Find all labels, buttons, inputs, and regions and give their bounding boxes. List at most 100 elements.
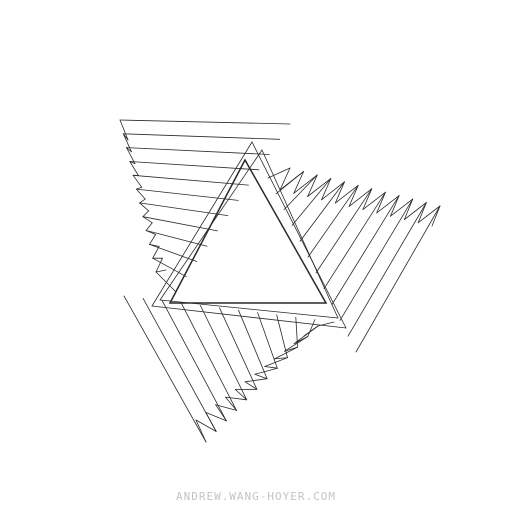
upper-left-fan-edge xyxy=(152,245,160,259)
upper-left-fan-edge xyxy=(122,133,129,141)
upper-left-fan-edge xyxy=(149,243,160,247)
right-fan-spoke xyxy=(283,174,318,211)
lower-left-fan-edge xyxy=(225,396,237,411)
right-fan-edge xyxy=(293,174,318,194)
lower-left-fan-edge xyxy=(244,378,268,383)
right-fan-edge xyxy=(431,205,441,227)
right-fan-edge xyxy=(334,181,345,204)
lower-left-fan-edge xyxy=(264,366,278,369)
right-fan-spoke xyxy=(307,184,359,258)
triangle-fans xyxy=(119,119,441,443)
right-fan-edge xyxy=(293,171,305,194)
right-fan-edge xyxy=(390,198,414,217)
right-fan-edge xyxy=(403,202,427,220)
lower-left-fan-edge xyxy=(264,357,288,367)
right-fan-edge xyxy=(321,177,332,201)
right-fan-spoke xyxy=(291,177,332,226)
upper-left-fan-spoke xyxy=(129,161,260,171)
right-fan-spoke xyxy=(355,205,441,353)
right-fan-edge xyxy=(307,177,332,197)
inner-triangle-edge xyxy=(261,149,339,319)
lower-left-fan-spoke xyxy=(257,312,278,369)
upper-left-fan-edge xyxy=(119,119,129,141)
right-fan-edge xyxy=(279,171,305,191)
upper-left-fan-spoke xyxy=(152,257,187,278)
right-fan-spoke xyxy=(331,195,400,305)
lower-left-fan-spoke xyxy=(219,307,258,390)
upper-left-fan-spoke xyxy=(145,230,208,247)
lower-left-fan-edge xyxy=(274,357,288,360)
upper-left-fan-edge xyxy=(122,133,132,153)
lower-left-fan-edge xyxy=(274,346,299,360)
upper-left-fan-edge xyxy=(135,188,146,200)
right-fan-spoke xyxy=(347,202,427,337)
lower-left-fan-spoke xyxy=(307,319,316,337)
right-fan-edge xyxy=(321,181,345,201)
lower-left-fan-edge xyxy=(195,419,207,443)
right-fan-spoke xyxy=(267,167,291,179)
right-fan-edge xyxy=(376,191,386,214)
upper-left-fan-edge xyxy=(145,230,157,235)
right-fan-spoke xyxy=(339,198,414,321)
site-credit: ANDREW.WANG-HOYER.COM xyxy=(175,490,337,503)
upper-left-fan-edge xyxy=(129,161,136,165)
right-fan-edge xyxy=(334,184,359,204)
upper-left-fan-spoke xyxy=(149,243,198,262)
right-fan-edge xyxy=(362,191,386,211)
right-fan-edge xyxy=(403,198,414,220)
upper-left-fan-edge xyxy=(155,269,167,273)
right-fan-edge xyxy=(390,195,400,217)
lower-left-fan-edge xyxy=(205,411,227,422)
lower-left-fan-edge xyxy=(293,325,319,345)
right-fan-spoke xyxy=(299,181,345,242)
upper-left-fan-edge xyxy=(155,257,163,273)
lower-left-fan-edge xyxy=(244,381,258,390)
right-fan-edge xyxy=(307,174,318,197)
right-fan-edge xyxy=(417,205,441,224)
upper-left-fan-edge xyxy=(139,202,150,212)
right-fan-edge xyxy=(362,188,373,211)
lower-left-fan-edge xyxy=(254,373,268,380)
upper-left-fan-spoke xyxy=(142,216,218,232)
upper-left-fan-edge xyxy=(149,234,157,245)
upper-left-fan-edge xyxy=(126,147,132,153)
upper-left-fan-edge xyxy=(142,216,153,224)
lower-left-fan-edge xyxy=(195,419,217,432)
upper-left-fan-edge xyxy=(139,198,146,204)
upper-left-fan-edge xyxy=(132,174,143,188)
inner-triangle-edge xyxy=(251,141,347,329)
right-fan-spoke xyxy=(315,188,373,274)
lower-left-fan-edge xyxy=(215,404,227,422)
upper-left-fan-spoke xyxy=(155,271,177,293)
right-fan-edge xyxy=(348,188,373,207)
lower-left-fan-edge xyxy=(205,411,217,432)
upper-left-fan-spoke xyxy=(132,174,249,186)
right-fan-edge xyxy=(348,184,359,207)
upper-left-fan-spoke xyxy=(122,133,281,140)
upper-left-fan-spoke xyxy=(119,119,291,125)
right-fan-edge xyxy=(417,202,427,224)
lower-left-fan-edge xyxy=(234,389,248,401)
upper-left-fan-edge xyxy=(145,222,153,231)
inner-triangle-edge xyxy=(151,305,347,329)
right-fan-edge xyxy=(279,167,291,191)
lower-left-fan-edge xyxy=(215,404,237,411)
lower-left-fan-spoke xyxy=(180,302,237,411)
central-triangle xyxy=(168,158,328,304)
upper-left-fan-edge xyxy=(135,186,143,190)
right-fan-edge xyxy=(376,195,400,214)
right-fan-spoke xyxy=(323,191,386,290)
upper-left-fan-edge xyxy=(142,210,150,218)
lower-left-fan-spoke xyxy=(238,309,268,380)
upper-left-fan-spoke xyxy=(139,202,229,217)
lower-left-fan-spoke xyxy=(142,297,217,432)
lower-left-fan-spoke xyxy=(199,305,248,401)
lower-left-fan-edge xyxy=(283,336,309,352)
upper-left-fan-spoke xyxy=(135,188,239,201)
upper-left-fan-edge xyxy=(129,161,139,176)
lower-left-fan-spoke xyxy=(161,300,227,422)
lower-left-fan-spoke xyxy=(123,295,207,443)
lower-left-fan-edge xyxy=(254,367,278,375)
lower-left-fan-edge xyxy=(225,396,248,401)
